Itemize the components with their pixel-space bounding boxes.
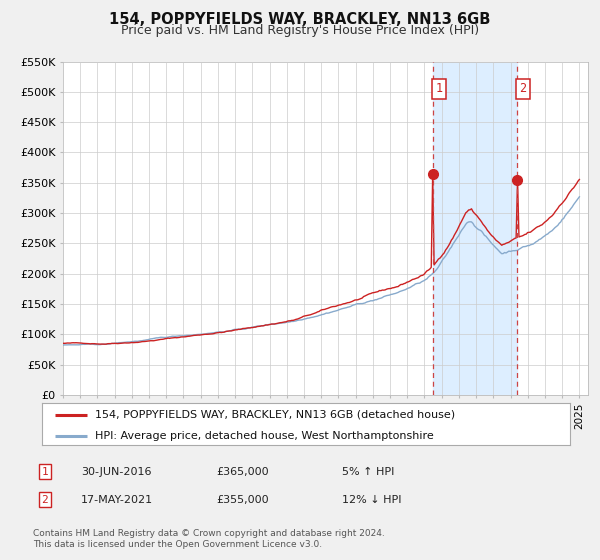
Text: 17-MAY-2021: 17-MAY-2021 bbox=[81, 494, 153, 505]
Text: 2: 2 bbox=[41, 494, 49, 505]
Text: 5% ↑ HPI: 5% ↑ HPI bbox=[342, 466, 394, 477]
Text: Price paid vs. HM Land Registry's House Price Index (HPI): Price paid vs. HM Land Registry's House … bbox=[121, 24, 479, 37]
Text: 2: 2 bbox=[520, 82, 527, 95]
Text: HPI: Average price, detached house, West Northamptonshire: HPI: Average price, detached house, West… bbox=[95, 431, 434, 441]
Bar bbox=[433, 62, 517, 395]
Text: 12% ↓ HPI: 12% ↓ HPI bbox=[342, 494, 401, 505]
Text: 1: 1 bbox=[436, 82, 443, 95]
Text: 154, POPPYFIELDS WAY, BRACKLEY, NN13 6GB: 154, POPPYFIELDS WAY, BRACKLEY, NN13 6GB bbox=[109, 12, 491, 27]
Text: 154, POPPYFIELDS WAY, BRACKLEY, NN13 6GB (detached house): 154, POPPYFIELDS WAY, BRACKLEY, NN13 6GB… bbox=[95, 410, 455, 420]
Text: This data is licensed under the Open Government Licence v3.0.: This data is licensed under the Open Gov… bbox=[33, 540, 322, 549]
Text: £355,000: £355,000 bbox=[216, 494, 269, 505]
Text: 1: 1 bbox=[41, 466, 49, 477]
Text: £365,000: £365,000 bbox=[216, 466, 269, 477]
Text: 30-JUN-2016: 30-JUN-2016 bbox=[81, 466, 151, 477]
Text: Contains HM Land Registry data © Crown copyright and database right 2024.: Contains HM Land Registry data © Crown c… bbox=[33, 529, 385, 538]
